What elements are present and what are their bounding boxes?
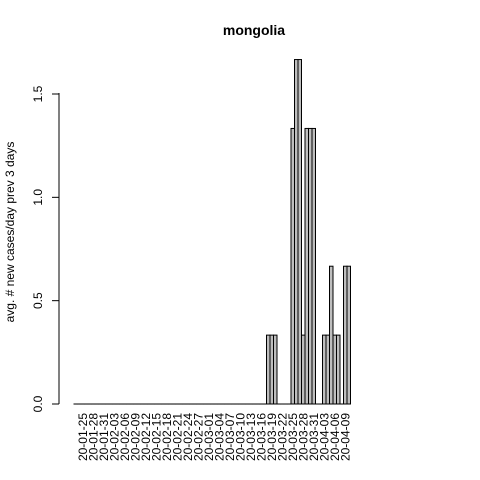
x-tick-label: 20-03-31 (307, 413, 321, 461)
x-tick-label: 20-01-31 (97, 413, 111, 461)
bar (336, 334, 341, 405)
bar (325, 334, 330, 405)
bar (294, 59, 299, 405)
x-axis-tick-labels: 20-01-2520-01-2820-01-3120-02-0320-02-06… (76, 413, 353, 461)
x-tick-label: 20-03-10 (233, 413, 247, 461)
bar (343, 265, 348, 405)
x-tick-label: 20-04-09 (338, 413, 352, 461)
bar (332, 334, 337, 405)
bar (308, 127, 313, 405)
x-tick-label: 20-01-28 (86, 413, 100, 461)
bar (304, 127, 309, 405)
y-axis-ticks: 0.0 0.5 1.0 1.5 (31, 85, 59, 412)
x-tick-label: 20-02-09 (128, 413, 142, 461)
x-tick-label: 20-03-07 (223, 413, 237, 461)
x-tick-label: 20-04-03 (317, 413, 331, 461)
bars (73, 59, 351, 405)
bar (266, 334, 271, 405)
x-tick-label: 20-02-12 (139, 413, 153, 461)
bar (297, 59, 302, 405)
bar (290, 127, 295, 405)
y-tick-label: 1.5 (31, 85, 45, 102)
x-tick-label: 20-02-06 (118, 413, 132, 461)
x-tick-label: 20-03-22 (275, 413, 289, 461)
x-tick-label: 20-03-01 (202, 413, 216, 461)
bar (346, 265, 351, 405)
bar (273, 334, 278, 405)
x-tick-label: 20-03-28 (296, 413, 310, 461)
x-tick-label: 20-03-19 (265, 413, 279, 461)
y-tick-label: 1.0 (31, 189, 45, 206)
x-tick-label: 20-04-06 (328, 413, 342, 461)
x-tick-label: 20-02-27 (191, 413, 205, 461)
y-tick-label: 0.0 (31, 395, 45, 412)
bar (311, 127, 316, 405)
x-tick-label: 20-02-18 (160, 413, 174, 461)
x-tick-label: 20-03-16 (254, 413, 268, 461)
x-tick-label: 20-01-25 (76, 413, 90, 461)
x-tick-label: 20-02-24 (181, 413, 195, 461)
y-axis-label: avg. # new cases/day prev 3 days (3, 142, 17, 323)
bar (269, 334, 274, 405)
x-tick-label: 20-03-13 (244, 413, 258, 461)
bar (329, 265, 334, 405)
bar (301, 334, 306, 405)
y-tick-label: 0.5 (31, 292, 45, 309)
chart-title: mongolia (223, 22, 285, 38)
x-tick-label: 20-03-25 (286, 413, 300, 461)
x-tick-label: 20-02-21 (170, 413, 184, 461)
x-tick-label: 20-02-03 (107, 413, 121, 461)
x-tick-label: 20-02-15 (149, 413, 163, 461)
x-tick-label: 20-03-04 (212, 413, 226, 461)
bar (322, 334, 327, 405)
